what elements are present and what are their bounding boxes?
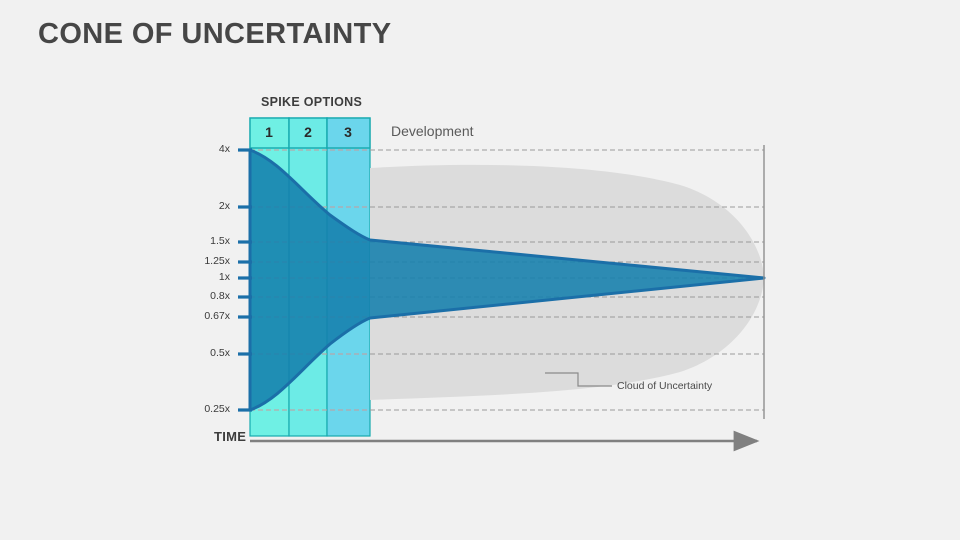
y-axis-ticks — [238, 148, 252, 412]
spike-option-label-3: 3 — [344, 124, 352, 140]
cloud-leader-line — [545, 372, 612, 387]
spike-option-boxes — [249, 117, 371, 149]
ytick-label-0-5x: 0.5x — [210, 347, 230, 359]
cone-shape — [248, 148, 766, 412]
ytick-label-0-67x: 0.67x — [204, 310, 230, 322]
ytick-label-0-8x: 0.8x — [210, 290, 230, 302]
ytick-label-1-25x: 1.25x — [204, 255, 230, 267]
spike-option-label-2: 2 — [304, 124, 312, 140]
ytick-label-2x: 2x — [218, 200, 230, 212]
ytick-label-0-25x: 0.25x — [204, 403, 230, 415]
time-axis-label: TIME — [214, 429, 247, 444]
cloud-callout-leader — [545, 372, 612, 387]
spike-option-box-3[interactable] — [326, 117, 371, 149]
cloud-of-uncertainty-label: Cloud of Uncertainty — [617, 380, 713, 392]
spike-options-header: SPIKE OPTIONS — [261, 95, 363, 109]
spike-option-box-2[interactable] — [288, 117, 328, 149]
development-label: Development — [391, 123, 474, 139]
ytick-label-1x: 1x — [218, 271, 230, 283]
ytick-label-1-5x: 1.5x — [210, 235, 230, 247]
spike-option-label-1: 1 — [265, 124, 273, 140]
ytick-label-4x: 4x — [218, 143, 230, 155]
spike-option-box-1[interactable] — [249, 117, 290, 149]
page-title: CONE OF UNCERTAINTY — [38, 18, 392, 50]
